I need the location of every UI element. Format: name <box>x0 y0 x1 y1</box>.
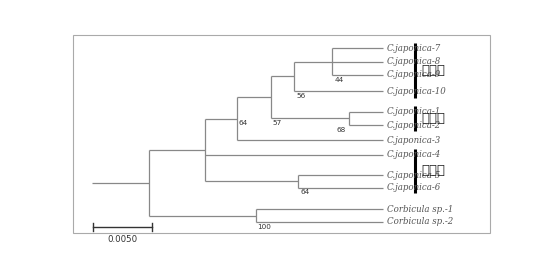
Text: 0.0050: 0.0050 <box>108 235 137 244</box>
Text: C.japonica-8: C.japonica-8 <box>387 57 441 66</box>
Text: Corbicula sp.-2: Corbicula sp.-2 <box>387 218 453 226</box>
Text: C.japonica-3: C.japonica-3 <box>387 136 441 145</box>
Text: 국내산: 국내산 <box>422 112 446 125</box>
Text: C.japonica-10: C.japonica-10 <box>387 87 447 96</box>
Text: 64: 64 <box>238 120 248 126</box>
Text: C.japonica-5: C.japonica-5 <box>387 171 441 180</box>
Text: C.japonica-9: C.japonica-9 <box>387 70 441 80</box>
Text: C.japonica-7: C.japonica-7 <box>387 44 441 53</box>
Text: C.japonica-2: C.japonica-2 <box>387 120 441 130</box>
Text: 100: 100 <box>257 224 271 230</box>
Text: C.japonica-6: C.japonica-6 <box>387 183 441 192</box>
Text: 중국산: 중국산 <box>422 164 446 177</box>
Text: 64: 64 <box>300 189 309 195</box>
Text: 57: 57 <box>272 120 282 126</box>
Text: 68: 68 <box>337 127 346 133</box>
Text: 일본산: 일본산 <box>422 64 446 77</box>
Text: 44: 44 <box>334 77 344 82</box>
Text: 56: 56 <box>296 93 305 99</box>
Text: C.japonica-1: C.japonica-1 <box>387 107 441 116</box>
Text: Corbicula sp.-1: Corbicula sp.-1 <box>387 205 453 214</box>
Text: C.japonica-4: C.japonica-4 <box>387 150 441 159</box>
